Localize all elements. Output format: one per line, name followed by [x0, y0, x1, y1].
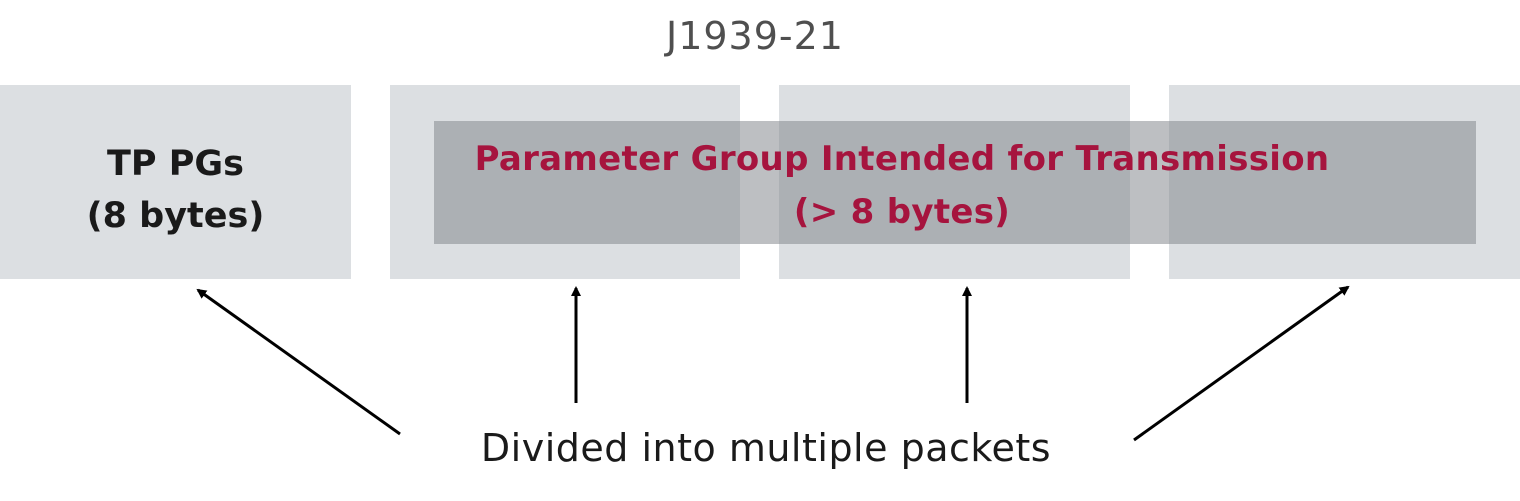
- arrow-to-box-4: [1133, 285, 1350, 442]
- parameter-group-overlay: [434, 121, 1476, 244]
- parameter-group-line2: (> 8 bytes): [793, 192, 1011, 232]
- parameter-group-label: Parameter Group Intended for Transmissio…: [434, 133, 1370, 239]
- packet-box-1: [0, 85, 351, 279]
- caption-divided-packets: Divided into multiple packets: [480, 426, 1052, 470]
- arrow-to-box-1: [196, 288, 401, 436]
- parameter-group-line1: Parameter Group Intended for Transmissio…: [474, 139, 1330, 179]
- diagram-title: J1939-21: [666, 14, 844, 58]
- tp-pgs-line2: (8 bytes): [86, 196, 265, 236]
- tp-pgs-line1: TP PGs: [107, 144, 244, 184]
- tp-pgs-label: TP PGs (8 bytes): [0, 138, 351, 242]
